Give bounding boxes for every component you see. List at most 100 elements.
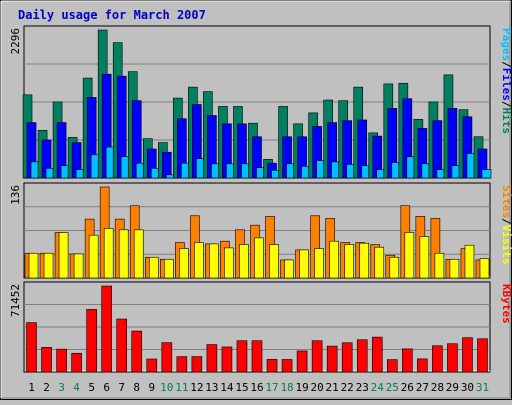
x-tick-9: 9 [148, 381, 155, 394]
x-tick-21: 21 [326, 381, 339, 394]
bar-sites-28 [434, 252, 445, 279]
x-tick-8: 8 [133, 381, 140, 394]
legend-item-visits-sites-2: Visits [500, 225, 512, 265]
bar-kbytes-4 [71, 352, 82, 373]
x-tick-29: 29 [446, 381, 459, 394]
legend-item-visits-sites-1: / [500, 218, 512, 225]
bar-sites-5 [88, 234, 99, 279]
x-tick-3: 3 [58, 381, 65, 394]
chart-title: Daily usage for March 2007 [18, 8, 206, 22]
legend-item-hits-files-pages-4: Hits [500, 108, 512, 135]
bar-sites-7 [118, 229, 129, 279]
bar-sites-8 [133, 229, 144, 279]
x-tick-14: 14 [220, 381, 234, 394]
y-max-label-visits-sites: 136 [9, 185, 22, 205]
bar-kbytes-17 [266, 359, 278, 373]
bar-kbytes-11 [176, 356, 188, 373]
bar-kbytes-20 [311, 340, 323, 373]
x-tick-16: 16 [250, 381, 263, 394]
bar-sites-21 [329, 240, 339, 279]
legend-item-hits-files-pages-3: / [500, 101, 512, 108]
bar-kbytes-19 [296, 350, 308, 373]
x-tick-13: 13 [205, 381, 218, 394]
bar-kbytes-13 [206, 344, 218, 373]
bar-kbytes-9 [146, 358, 158, 373]
bar-sites-25 [389, 256, 400, 279]
x-tick-2: 2 [43, 381, 50, 394]
bar-sites-2 [43, 252, 54, 279]
bar-sites-17 [269, 244, 279, 279]
bar-sites-20 [314, 248, 324, 279]
bar-kbytes-12 [191, 356, 203, 373]
bar-sites-30 [464, 244, 475, 279]
bar-kbytes-22 [341, 342, 353, 373]
bar-sites-13 [209, 243, 219, 279]
bar-kbytes-31 [477, 338, 488, 373]
x-tick-22: 22 [341, 381, 354, 394]
legend-hits-files-pages: Pages/Files/Hits [500, 28, 512, 134]
y-max-label-kbytes: 71452 [9, 284, 22, 317]
x-tick-6: 6 [103, 381, 110, 394]
bar-files-10 [162, 151, 172, 179]
legend-item-hits-files-pages-2: Files [500, 68, 512, 101]
x-tick-10: 10 [160, 381, 173, 394]
x-tick-24: 24 [371, 381, 385, 394]
x-tick-27: 27 [416, 381, 429, 394]
bar-kbytes-10 [161, 342, 173, 373]
legend-item-kbytes-0: KBytes [500, 284, 512, 324]
x-tick-5: 5 [88, 381, 95, 394]
bar-kbytes-27 [417, 358, 428, 373]
x-tick-17: 17 [265, 381, 278, 394]
legend-item-visits-sites-0: Sites [500, 185, 512, 218]
bar-sites-10 [164, 258, 174, 279]
bar-kbytes-6 [101, 285, 112, 373]
legend-kbytes: KBytes [500, 284, 512, 324]
bar-kbytes-14 [221, 346, 233, 373]
y-max-label-hits-files-pages: 2296 [9, 28, 22, 55]
x-tick-7: 7 [118, 381, 125, 394]
x-tick-23: 23 [356, 381, 369, 394]
bar-sites-1 [28, 252, 39, 279]
x-tick-4: 4 [73, 381, 80, 394]
x-tick-12: 12 [190, 381, 203, 394]
x-tick-26: 26 [401, 381, 414, 394]
bar-sites-9 [148, 256, 159, 279]
bar-kbytes-8 [131, 330, 143, 373]
x-tick-28: 28 [431, 381, 444, 394]
x-tick-30: 30 [461, 381, 474, 394]
bar-sites-22 [344, 244, 354, 279]
bar-kbytes-7 [116, 318, 128, 373]
bar-sites-18 [284, 259, 294, 279]
bar-kbytes-2 [41, 347, 52, 373]
bar-sites-31 [479, 258, 490, 279]
x-tick-15: 15 [235, 381, 248, 394]
bar-kbytes-21 [326, 345, 338, 373]
bar-sites-19 [299, 249, 309, 279]
legend-item-hits-files-pages-1: / [500, 61, 512, 68]
bar-sites-3 [58, 232, 69, 279]
bar-kbytes-15 [236, 340, 248, 373]
bar-kbytes-1 [26, 322, 37, 373]
bar-sites-11 [179, 248, 189, 279]
x-tick-25: 25 [386, 381, 399, 394]
bar-sites-4 [73, 253, 84, 279]
bar-sites-24 [374, 246, 385, 279]
x-tick-18: 18 [280, 381, 293, 394]
bar-kbytes-5 [86, 309, 97, 373]
bar-sites-6 [103, 228, 114, 279]
legend-visits-sites: Sites/Visits [500, 185, 512, 265]
x-tick-11: 11 [175, 381, 188, 394]
bar-kbytes-29 [447, 343, 458, 373]
bar-sites-23 [359, 242, 370, 279]
bar-kbytes-18 [281, 359, 293, 373]
bar-sites-14 [224, 247, 234, 279]
x-tick-1: 1 [28, 381, 35, 394]
bar-kbytes-26 [402, 348, 413, 373]
legend-item-hits-files-pages-0: Pages [500, 28, 512, 61]
bar-sites-27 [419, 236, 430, 279]
x-tick-31: 31 [476, 381, 489, 394]
bar-kbytes-3 [56, 348, 67, 373]
bar-kbytes-16 [251, 340, 263, 373]
